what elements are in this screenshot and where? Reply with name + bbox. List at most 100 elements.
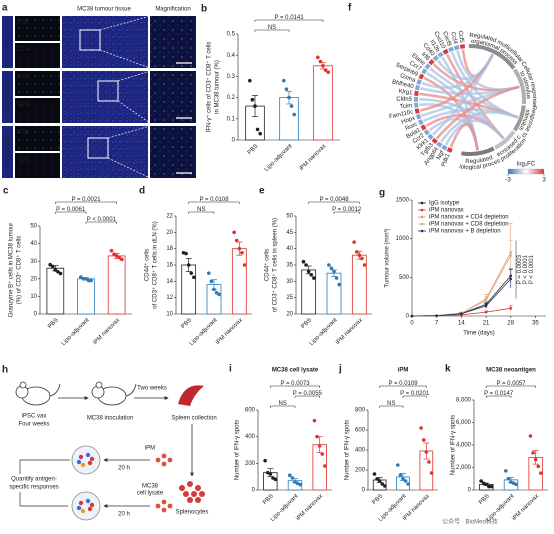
data-point (398, 473, 403, 477)
chart-title: MC38 neoantigen (486, 368, 536, 374)
data-point (504, 469, 508, 473)
data-point (79, 275, 83, 279)
channel-label: CD4 (17, 47, 30, 53)
cell (199, 491, 205, 497)
x-tick-label: 7 (435, 321, 439, 327)
data-point (427, 460, 431, 464)
well-cell (87, 460, 93, 466)
data-point (318, 59, 323, 64)
chord-ribbon (449, 123, 479, 151)
data-point (357, 253, 362, 257)
y-tick-label: 12 (166, 295, 173, 301)
data-point (401, 477, 405, 481)
zoom-guide (107, 157, 151, 179)
antigen (161, 453, 167, 459)
gene-sector (446, 147, 453, 153)
zoom-guide (99, 49, 151, 69)
data-point (306, 269, 311, 274)
legend-title: log₂FC (517, 162, 536, 168)
x-tick-label: iPM nanovax (295, 493, 324, 522)
data-point (192, 275, 196, 280)
panel-label: k (445, 364, 451, 375)
significance-bracket (402, 395, 427, 398)
gene-sector (421, 68, 428, 75)
significance-bracket (55, 211, 87, 214)
y-tick-label: 2,000 (456, 465, 472, 471)
series-point (435, 314, 438, 317)
well-cell (80, 462, 86, 468)
step-label: specific responses (9, 485, 58, 491)
significance-label: NS (268, 25, 276, 31)
label-backdrop (6, 474, 62, 492)
data-point (289, 104, 294, 108)
data-point (268, 472, 273, 476)
y-tick-label: 40 (30, 241, 37, 247)
x-tick-label: iPM nanovax (92, 317, 121, 346)
gene-sector (431, 137, 438, 144)
gene-sector (416, 78, 422, 85)
gene-sector (416, 113, 422, 120)
cell (179, 485, 185, 491)
y-tick-label: 40 (286, 246, 293, 252)
significance-label: P = 0.0073 (280, 381, 310, 387)
y-tick-label: 4,000 (456, 443, 472, 449)
y-tick-label: 30 (286, 279, 293, 285)
significance-bracket (188, 201, 240, 204)
well-cell (87, 506, 93, 512)
x-tick-label: 14 (458, 321, 465, 327)
significance-label: P = 0.0061 (56, 207, 86, 213)
data-point (301, 259, 306, 264)
x-tick-label: PBS (47, 317, 60, 330)
x-tick-label: 0 (410, 321, 414, 327)
process-sector (512, 105, 526, 132)
significance-bracket (85, 221, 117, 224)
y-tick-label: 0 (232, 138, 236, 144)
bar (181, 264, 197, 315)
y-tick-label: 0 (34, 312, 38, 318)
process-sector (461, 146, 495, 156)
significance-bracket (55, 201, 117, 204)
process-label-text: Regulated (465, 155, 493, 165)
y-tick-label: 0.3 (227, 74, 236, 80)
well-cell (85, 498, 91, 504)
data-point (240, 250, 244, 255)
y-tick-label: 50 (286, 214, 293, 220)
data-point (112, 252, 116, 256)
colorbar (507, 168, 545, 175)
gene-label: Ccl5 (457, 30, 465, 43)
legend-label: iPM nanovax + CD4 depletion (429, 215, 509, 221)
y-tick-label: 0.2 (227, 95, 236, 101)
data-point (217, 292, 221, 297)
data-point (484, 482, 489, 487)
data-point (234, 238, 239, 243)
y-tick-label: 0 (362, 488, 366, 494)
significance-bracket (270, 385, 320, 388)
y-tick-label: 20 (30, 276, 37, 282)
legend-marker (420, 229, 424, 233)
y-tick-label: 0.5 (227, 32, 236, 38)
data-point (487, 484, 491, 489)
data-point (263, 458, 267, 463)
gene-label: Cldn5 (396, 97, 412, 103)
y-axis-label: CD44⁺ cells (264, 249, 271, 281)
chart-title: iPM (398, 368, 409, 374)
data-point (315, 434, 319, 439)
series-line (411, 252, 512, 317)
y-tick-label: 20 (166, 230, 173, 236)
bar (231, 248, 247, 315)
panel-label: a (2, 3, 8, 14)
gene-label: Tcim (400, 103, 413, 110)
x-tick-label: PBS (371, 493, 384, 506)
y-tick-label: 25 (286, 295, 293, 301)
zoom-guide (107, 125, 151, 139)
chord-ribbon (444, 119, 505, 146)
significance-label: P < 0.0001 (529, 254, 535, 284)
gene-label: Cxcl9 (441, 31, 452, 48)
data-point (282, 78, 286, 83)
mouse-ear (95, 381, 103, 389)
step-label: Quantify antigen- (11, 477, 57, 483)
well-cell (78, 500, 84, 506)
gene-label: Irf8 (420, 52, 431, 63)
y-axis-label: Tumour volume (mm³) (385, 228, 391, 287)
